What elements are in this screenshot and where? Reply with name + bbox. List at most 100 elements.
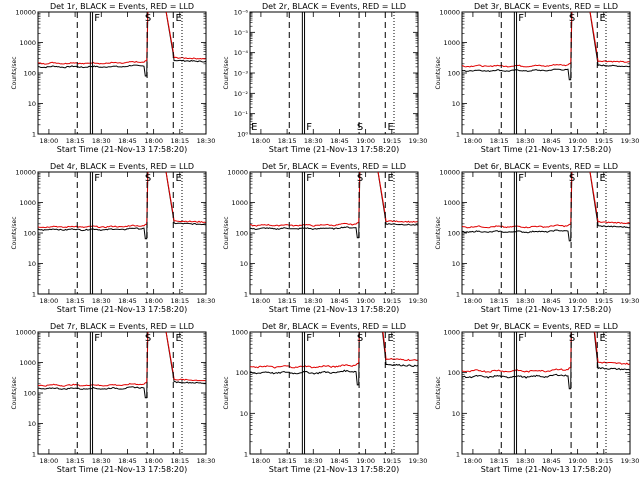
marker-label: S <box>569 13 575 24</box>
x-tick-label: 19:15 <box>382 457 401 465</box>
lld-series-line <box>462 12 630 68</box>
x-axis-label: Start Time (21-Nov-13 17:58:20) <box>481 145 611 154</box>
x-tick-label: 18:30 <box>304 457 323 465</box>
panel-title: Det 3r, BLACK = Events, RED = LLD <box>474 2 618 11</box>
x-tick-label: 19:30 <box>409 137 428 145</box>
y-tick-label: 1 <box>32 451 36 459</box>
marker-label: S <box>145 333 151 344</box>
marker-label: E <box>387 333 393 344</box>
y-tick-label: 10⁻⁴ <box>234 49 249 57</box>
y-tick-label: 100 <box>24 230 36 238</box>
marker-label: F <box>306 333 312 344</box>
x-tick-label: 18:15 <box>170 297 189 305</box>
y-tick-label: 1 <box>456 291 460 299</box>
marker-label: E <box>175 333 181 344</box>
x-tick-label: 18:00 <box>40 457 59 465</box>
y-axis-label: Counts/sec <box>435 56 442 89</box>
x-tick-label: 18:00 <box>144 137 163 145</box>
y-tick-label: 10⁻⁵ <box>234 29 249 37</box>
lld-series-line <box>38 332 206 387</box>
marker-label: F <box>94 333 100 344</box>
y-axis-label: Counts/sec <box>11 56 18 89</box>
lld-series-line <box>38 172 206 229</box>
y-tick-label: 1 <box>456 131 460 139</box>
y-tick-label: 10000 <box>15 329 36 337</box>
y-tick-label: 10000 <box>439 169 460 177</box>
marker-label: E <box>599 173 605 184</box>
y-tick-label: 10 <box>240 260 248 268</box>
x-tick-label: 18:30 <box>516 457 535 465</box>
x-tick-label: 18:15 <box>170 457 189 465</box>
lld-series-line <box>462 332 630 373</box>
y-tick-label: 1000 <box>231 329 248 337</box>
x-tick-label: 19:00 <box>568 137 587 145</box>
y-tick-label: 100 <box>24 70 36 78</box>
x-tick-label: 18:45 <box>542 137 561 145</box>
x-tick-label: 18:30 <box>304 297 323 305</box>
x-axis-label: Start Time (21-Nov-13 17:58:20) <box>269 145 399 154</box>
x-axis-label: Start Time (21-Nov-13 17:58:20) <box>481 305 611 314</box>
x-tick-label: 18:00 <box>144 297 163 305</box>
marker-label: E <box>599 13 605 24</box>
marker-label: F <box>518 173 524 184</box>
x-tick-label: 19:30 <box>621 297 640 305</box>
x-tick-label: 18:00 <box>252 137 271 145</box>
y-tick-label: 10000 <box>15 9 36 17</box>
y-tick-label: 10⁻³ <box>234 70 249 78</box>
y-tick-label: 100 <box>236 369 248 377</box>
y-axis-label: Counts/sec <box>223 56 230 89</box>
x-tick-label: 18:15 <box>278 457 297 465</box>
x-tick-label: 18:15 <box>278 137 297 145</box>
y-tick-label: 10 <box>28 260 36 268</box>
y-tick-label: 100 <box>236 230 248 238</box>
x-tick-label: 19:00 <box>356 457 375 465</box>
detector-panel-9: Det 9r, BLACK = Events, RED = LLD 1 10 100 1… <box>435 322 639 474</box>
events-series-line <box>38 332 206 399</box>
x-tick-label: 18:15 <box>66 297 85 305</box>
marker-label: S <box>145 13 151 24</box>
y-tick-label: 10⁻¹ <box>234 110 249 118</box>
marker-label: F <box>306 173 312 184</box>
plot-frame <box>37 171 207 295</box>
marker-label: E <box>387 122 393 133</box>
y-tick-label: 1 <box>244 291 248 299</box>
x-axis-label: Start Time (21-Nov-13 17:58:20) <box>57 465 187 474</box>
x-tick-label: 18:45 <box>118 457 137 465</box>
panel-title: Det 9r, BLACK = Events, RED = LLD <box>474 322 618 331</box>
events-series-line <box>38 12 206 77</box>
lld-series-line <box>38 12 206 65</box>
y-tick-label: 1000 <box>443 39 460 47</box>
x-tick-label: 19:15 <box>594 297 613 305</box>
panel-title: Det 2r, BLACK = Events, RED = LLD <box>262 2 406 11</box>
events-series-line <box>38 172 206 240</box>
x-tick-label: 19:15 <box>382 297 401 305</box>
plot-frame <box>461 171 631 295</box>
x-tick-label: 18:30 <box>516 137 535 145</box>
plot-frame <box>249 11 419 135</box>
x-tick-label: 18:00 <box>252 297 271 305</box>
panel-title: Det 5r, BLACK = Events, RED = LLD <box>262 162 406 171</box>
marker-label: S <box>357 333 363 344</box>
y-tick-label: 100 <box>24 390 36 398</box>
y-tick-label: 10000 <box>439 9 460 17</box>
lld-series-line <box>462 172 630 229</box>
x-tick-label: 18:00 <box>40 297 59 305</box>
detector-panel-1: Det 1r, BLACK = Events, RED = LLD 1 10 100 1… <box>11 2 215 154</box>
x-tick-label: 18:00 <box>40 137 59 145</box>
marker-label: E <box>251 122 257 133</box>
x-tick-label: 18:00 <box>252 457 271 465</box>
y-axis-label: Counts/sec <box>223 216 230 249</box>
events-series-line <box>250 172 418 239</box>
x-tick-label: 19:00 <box>568 297 587 305</box>
x-tick-label: 18:45 <box>542 457 561 465</box>
x-tick-label: 18:00 <box>464 137 483 145</box>
lld-series-line <box>250 332 418 369</box>
marker-label: S <box>145 173 151 184</box>
events-series-line <box>462 332 630 390</box>
x-tick-label: 18:15 <box>490 457 509 465</box>
marker-label: F <box>94 13 100 24</box>
x-tick-label: 18:15 <box>490 297 509 305</box>
x-tick-label: 18:45 <box>118 137 137 145</box>
plot-frame <box>37 11 207 135</box>
panel-title: Det 1r, BLACK = Events, RED = LLD <box>50 2 194 11</box>
